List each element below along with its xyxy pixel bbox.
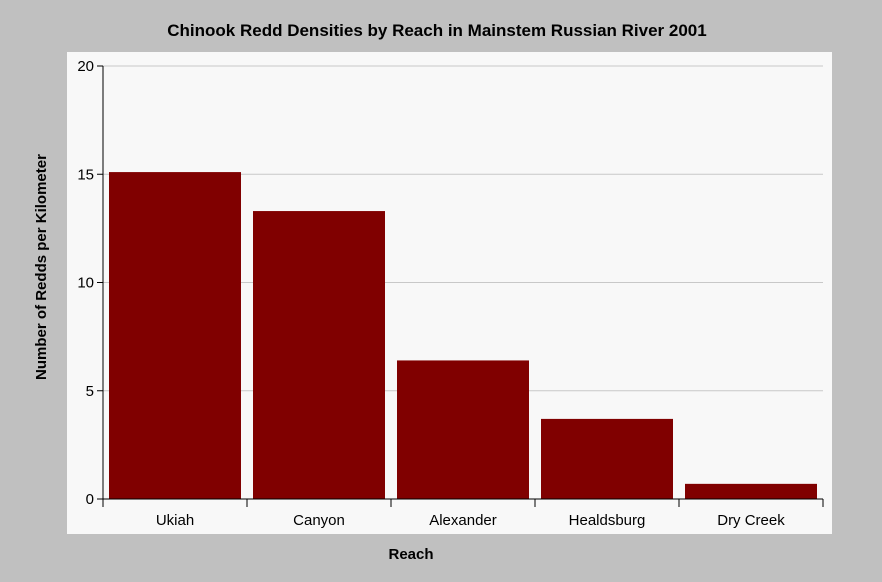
bar-canyon xyxy=(253,211,385,499)
y-tick-label: 15 xyxy=(77,166,94,183)
x-axis-title: Reach xyxy=(388,546,433,563)
y-tick-label: 5 xyxy=(86,383,94,400)
y-tick-label: 20 xyxy=(77,58,94,75)
chart-title: Chinook Redd Densities by Reach in Mains… xyxy=(167,21,706,40)
y-tick-label: 0 xyxy=(86,491,94,508)
bar-alexander xyxy=(397,360,529,499)
x-tick-label: Healdsburg xyxy=(569,512,646,529)
y-tick-label: 10 xyxy=(77,275,94,292)
bars xyxy=(109,172,817,499)
x-tick-label: Alexander xyxy=(429,512,497,529)
y-axis-title: Number of Redds per Kilometer xyxy=(33,154,50,380)
axes: 0 5 10 15 20 Ukiah Canyon Alexander Healdsburg Dr… xyxy=(77,58,824,529)
x-tick-label: Canyon xyxy=(293,512,345,529)
bar-ukiah xyxy=(109,172,241,499)
x-tick-label: Ukiah xyxy=(156,512,194,529)
bar-healdsburg xyxy=(541,418,673,499)
bar-dry-creek xyxy=(685,483,817,499)
x-tick-label: Dry Creek xyxy=(717,512,785,529)
